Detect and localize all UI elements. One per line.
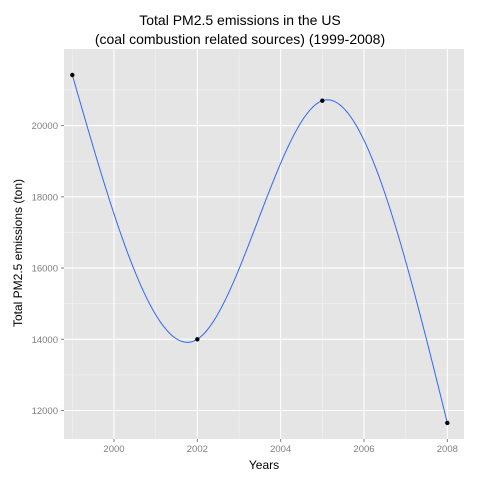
plot-panel — [64, 49, 464, 439]
x-tick-label: 2004 — [270, 444, 291, 455]
y-tick-label: 16000 — [32, 264, 58, 275]
x-tick-label: 2008 — [437, 444, 458, 455]
y-tick-label: 20000 — [32, 121, 58, 132]
x-axis-label: Years — [248, 458, 280, 472]
data-point — [320, 98, 325, 103]
chart-title-line-2: (coal combustion related sources) (1999-… — [94, 31, 386, 47]
data-point — [195, 337, 200, 342]
y-tick-label: 18000 — [32, 192, 58, 203]
series-line — [71, 74, 448, 424]
x-tick-label: 2002 — [187, 444, 208, 455]
y-tick-label: 14000 — [32, 335, 58, 346]
x-tick-label: 2006 — [353, 444, 374, 455]
data-point — [445, 420, 450, 426]
x-tick-label: 2000 — [103, 444, 124, 455]
y-axis-label: Total PM2.5 emissions (ton) — [11, 178, 25, 328]
data-point — [70, 72, 75, 78]
chart-title-line-1: Total PM2.5 emissions in the US — [139, 12, 341, 28]
y-tick-label: 12000 — [32, 406, 58, 417]
